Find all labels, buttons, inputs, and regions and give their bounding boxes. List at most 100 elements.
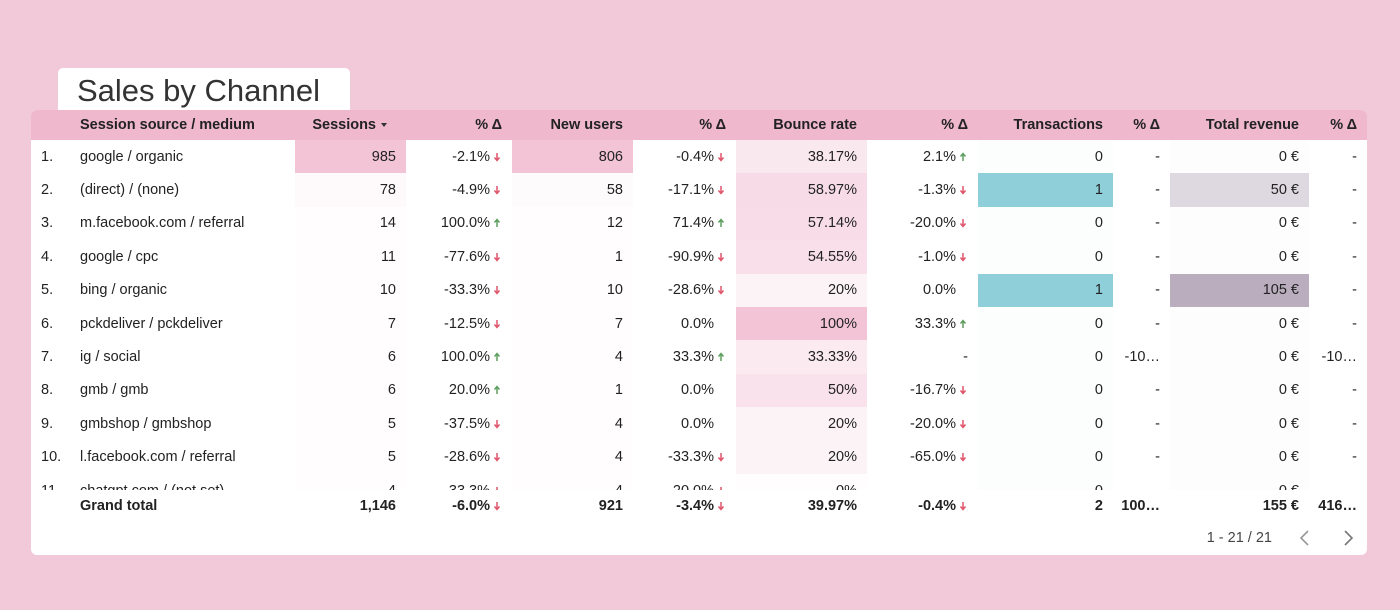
table-cell: 0 xyxy=(978,307,1113,341)
column-header: % Δ xyxy=(1309,110,1367,140)
cell-text: bing / organic xyxy=(80,282,168,299)
column-header: Total revenue xyxy=(1170,110,1309,140)
cell-text: - xyxy=(1155,483,1160,490)
cell-text: 71.4% xyxy=(672,215,714,232)
table-cell: 0.0% xyxy=(633,307,736,340)
table-cell: 0 € xyxy=(1170,340,1309,374)
table-cell: 0 € xyxy=(1170,307,1309,341)
table-cell: - xyxy=(1113,207,1170,240)
title-tab: Sales by Channel xyxy=(58,68,350,114)
trend-arrow xyxy=(959,453,967,462)
cell-text: 155 € xyxy=(1262,498,1299,514)
cell-text: 11 xyxy=(380,248,396,265)
cell-text: 33.3% xyxy=(914,315,956,332)
cell-text: New users xyxy=(550,117,623,133)
cell-text: - xyxy=(1352,182,1357,199)
cell-text: - xyxy=(1155,449,1160,466)
table-cell: - xyxy=(1309,240,1367,273)
table-cell: 4. xyxy=(31,240,75,273)
table-cell: - xyxy=(1113,374,1170,407)
table-cell: 0 € xyxy=(1170,206,1309,241)
cell-text: - xyxy=(1155,382,1160,399)
cell-text: -20.0% xyxy=(668,483,714,490)
trend-arrow xyxy=(493,502,501,511)
table-cell: -20.0% xyxy=(867,207,978,240)
trend-arrow xyxy=(717,352,725,362)
table-cell: -4.9% xyxy=(406,173,512,206)
trend-arrow xyxy=(959,152,967,161)
trend-arrow xyxy=(959,252,967,262)
table-cell: 7 xyxy=(512,307,633,341)
table-cell: 4 xyxy=(512,474,633,490)
cell-text: 0 xyxy=(1094,449,1103,466)
cell-text: - xyxy=(1155,415,1160,432)
trend-arrow xyxy=(496,486,498,490)
table-cell: - xyxy=(1309,274,1367,307)
cell-text: 6 xyxy=(387,349,396,366)
table-cell: 806 xyxy=(512,140,633,174)
trend-arrow xyxy=(959,319,967,328)
cell-text: 6 xyxy=(387,382,396,399)
table-cell: 0 xyxy=(978,240,1113,274)
trend-arrow xyxy=(493,352,501,362)
table-cell: 78 xyxy=(295,173,406,207)
table-cell: 4 xyxy=(295,474,406,490)
table-cell: 6 xyxy=(295,373,406,408)
table-cell: ig / social xyxy=(75,340,295,373)
cell-text: 0 € xyxy=(1278,415,1299,432)
prev-page[interactable] xyxy=(1297,528,1313,548)
total-cell: 39.97% xyxy=(736,491,867,521)
cell-text: -1.0% xyxy=(918,248,956,265)
cell-text: 20% xyxy=(827,282,857,299)
sort-icon[interactable] xyxy=(376,120,392,130)
table-cell: -33.3% xyxy=(406,274,512,307)
title: Sales by Channel xyxy=(77,73,320,108)
cell-text: 0 xyxy=(1094,248,1103,265)
cell-text: 1 xyxy=(614,248,623,265)
cell-text: -37.5% xyxy=(444,415,490,432)
next-page[interactable] xyxy=(1340,528,1356,548)
cell-text: - xyxy=(1352,449,1357,466)
total-cell: 100… xyxy=(1113,491,1170,521)
table-cell: 0 xyxy=(978,373,1113,408)
cell-text: Session source / medium xyxy=(80,117,255,133)
cell-text: -28.6% xyxy=(668,282,714,299)
cell-text: 4 xyxy=(614,449,623,466)
header-row: Session source / medium Sessions % Δ New us… xyxy=(31,110,1367,140)
cell-text: 5 xyxy=(387,415,396,432)
cell-text: -17.1% xyxy=(668,182,714,199)
table-cell: 5 xyxy=(295,407,406,441)
table-cell: - xyxy=(867,474,978,490)
trend-arrow xyxy=(717,453,725,462)
trend-arrow xyxy=(716,384,726,396)
cell-text: 10. xyxy=(41,449,62,466)
table-cell: 9. xyxy=(31,407,75,440)
trend-arrow xyxy=(959,186,967,195)
trend-arrow xyxy=(493,186,501,195)
total-cell: Grand total xyxy=(75,491,295,521)
cell-text: 985 xyxy=(371,148,396,165)
column-header: Bounce rate xyxy=(736,110,867,140)
cell-text: -6.0% xyxy=(452,498,490,514)
cell-text: -77.6% xyxy=(444,248,490,265)
table-cell: 10 xyxy=(512,273,633,307)
table-cell: 0 xyxy=(978,407,1113,441)
table-cell: 57.14% xyxy=(736,206,867,241)
total-row: Grand total 1,146 -6.0% 921 -3.4% 39.97% -0.4%… xyxy=(31,491,1367,521)
cell-text: 4 xyxy=(614,349,623,366)
cell-text: 806 xyxy=(598,148,623,165)
cell-text: 4. xyxy=(41,248,54,265)
table-cell: gmbshop / gmbshop xyxy=(75,407,295,440)
table-cell: 0.0% xyxy=(633,407,736,440)
trend-arrow xyxy=(717,502,725,511)
cell-text: 0 xyxy=(1094,349,1103,366)
cell-text: 9. xyxy=(41,415,54,432)
table-cell: - xyxy=(1309,474,1367,490)
table-cell: 38.17% xyxy=(736,140,867,174)
cell-text: -33.3% xyxy=(668,449,714,466)
column-header: % Δ xyxy=(1113,110,1170,140)
table-cell: 58 xyxy=(512,173,633,207)
total-cell: 155 € xyxy=(1170,491,1309,521)
table-cell: -90.9% xyxy=(633,240,736,273)
table-cell: 11 xyxy=(295,240,406,274)
